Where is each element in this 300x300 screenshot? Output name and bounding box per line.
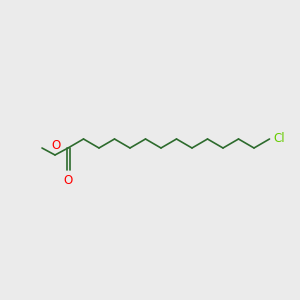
Text: O: O xyxy=(51,139,61,152)
Text: Cl: Cl xyxy=(274,133,285,146)
Text: O: O xyxy=(63,174,73,187)
